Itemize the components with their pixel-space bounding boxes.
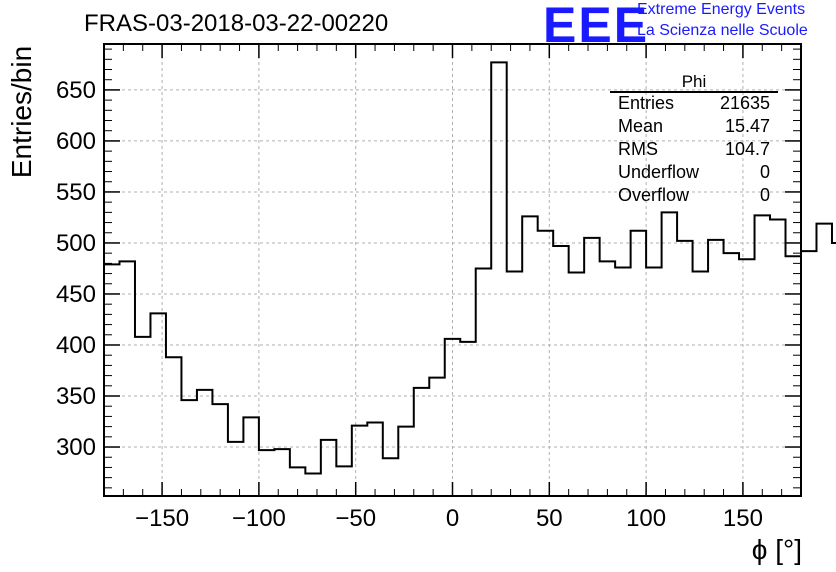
stat-value-rms: 104.7: [724, 139, 770, 159]
stat-label-rms: RMS: [618, 139, 658, 159]
stat-value-entries: 21635: [719, 93, 770, 113]
stat-value-overflow: 0: [759, 185, 770, 205]
x-tick-label: 0: [446, 505, 459, 532]
axis-ticks: [103, 44, 802, 496]
grid-lines: [104, 44, 801, 496]
x-tick-label: −150: [135, 505, 189, 532]
y-tick-label: 400: [56, 332, 96, 359]
stat-value-mean: 15.47: [724, 116, 770, 136]
y-tick-label: 650: [56, 77, 96, 104]
y-tick-label: 550: [56, 179, 96, 206]
stat-label-mean: Mean: [618, 116, 664, 136]
x-tick-label: 150: [723, 505, 763, 532]
x-axis-label: ϕ [°]: [751, 534, 802, 565]
stat-label-overflow: Overflow: [618, 185, 690, 205]
y-axis-label: Entries/bin: [6, 45, 37, 179]
histogram-step-line: [104, 61, 836, 475]
logo-line-2: La Scienza nelle Scuole: [637, 22, 808, 39]
y-tick-label: 450: [56, 281, 96, 308]
y-tick-label: 300: [56, 434, 96, 461]
chart-title: FRAS-03-2018-03-22-00220: [84, 10, 389, 37]
x-tick-label: −100: [232, 505, 286, 532]
logo-line-1: Extreme Energy Events: [637, 1, 806, 18]
x-tick-label: −50: [335, 505, 376, 532]
y-tick-label: 350: [56, 383, 96, 410]
stat-label-underflow: Underflow: [618, 162, 700, 182]
stats-box-title: Phi: [681, 72, 707, 91]
y-tick-label: 500: [56, 230, 96, 257]
x-tick-label: 100: [626, 505, 666, 532]
plot-frame: [103, 43, 802, 497]
x-tick-label: 50: [536, 505, 563, 532]
stat-value-underflow: 0: [759, 162, 770, 182]
stats-box-rule: [610, 91, 778, 93]
eee-logo: EEE: [543, 0, 650, 53]
stat-label-entries: Entries: [618, 93, 675, 113]
tick-labels: −150 −100 −50 0 50 100 150 300 350 400 450 500 550 60…: [56, 77, 763, 532]
y-tick-label: 600: [56, 128, 96, 155]
